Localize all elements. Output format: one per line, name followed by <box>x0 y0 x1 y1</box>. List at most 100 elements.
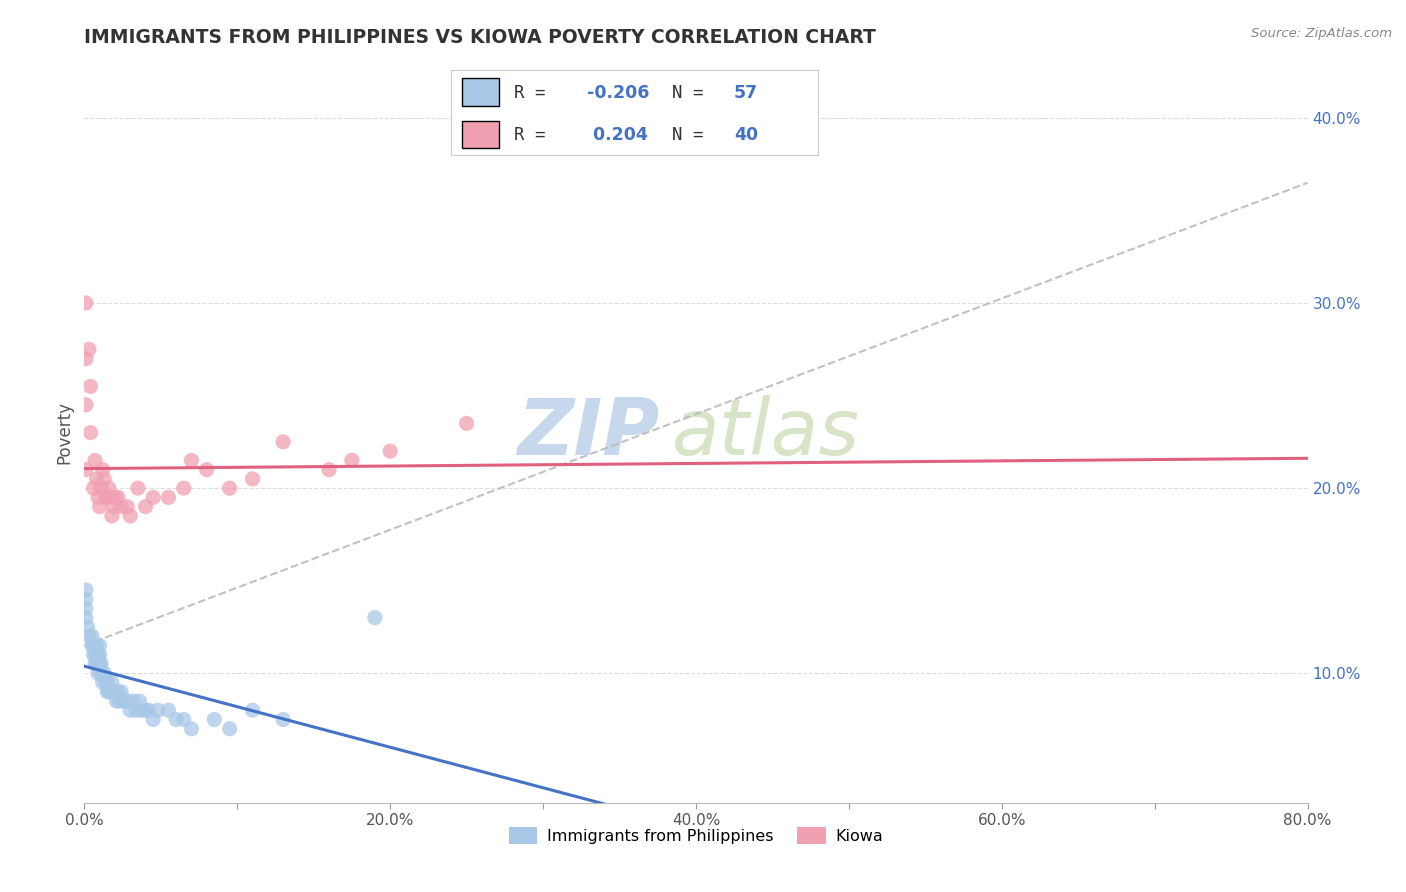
Point <box>87 491 110 505</box>
Point <box>135 500 157 514</box>
Point <box>98 491 121 505</box>
Point <box>79 379 101 393</box>
Point <box>89 648 111 662</box>
Text: atlas: atlas <box>672 394 859 471</box>
Point <box>86 648 108 662</box>
Point <box>94 675 117 690</box>
Point <box>97 685 120 699</box>
Point <box>125 703 148 717</box>
Point <box>90 481 112 495</box>
Point <box>86 657 108 671</box>
Point <box>83 639 105 653</box>
Point <box>96 675 118 690</box>
Point <box>77 629 100 643</box>
Point <box>101 508 124 523</box>
Point <box>83 648 105 662</box>
Point <box>364 610 387 624</box>
Point <box>101 675 124 690</box>
Point <box>86 472 108 486</box>
Point <box>84 648 107 662</box>
Point <box>173 481 195 495</box>
Point <box>94 491 117 505</box>
Point <box>89 657 111 671</box>
Point <box>242 703 264 717</box>
Point <box>89 639 111 653</box>
Point <box>75 398 97 412</box>
Point <box>75 462 97 476</box>
Point <box>120 703 142 717</box>
Point <box>75 610 97 624</box>
Point <box>131 703 153 717</box>
Point <box>83 481 105 495</box>
Point <box>93 472 115 486</box>
Point <box>91 675 114 690</box>
Point <box>89 500 111 514</box>
Y-axis label: Poverty: Poverty <box>55 401 73 464</box>
Point <box>456 417 478 431</box>
Point <box>87 666 110 681</box>
Point <box>242 472 264 486</box>
Point <box>87 648 110 662</box>
Point <box>80 639 103 653</box>
Point <box>180 453 202 467</box>
Point <box>96 685 118 699</box>
Point <box>218 481 240 495</box>
Point <box>120 508 142 523</box>
Point <box>115 694 138 708</box>
Point <box>104 685 127 699</box>
Point <box>103 685 125 699</box>
Point <box>380 444 402 458</box>
Point <box>75 601 97 615</box>
Point <box>142 713 165 727</box>
Point <box>173 713 195 727</box>
Text: ZIP: ZIP <box>517 394 659 471</box>
Point <box>202 713 225 727</box>
Point <box>75 582 97 597</box>
Point <box>77 343 100 357</box>
Point <box>103 500 125 514</box>
Point <box>108 694 131 708</box>
Point <box>318 462 340 476</box>
Point <box>122 694 145 708</box>
Point <box>115 500 138 514</box>
Point <box>157 703 180 717</box>
Point <box>271 713 294 727</box>
Point <box>127 481 149 495</box>
Text: IMMIGRANTS FROM PHILIPPINES VS KIOWA POVERTY CORRELATION CHART: IMMIGRANTS FROM PHILIPPINES VS KIOWA POV… <box>84 28 876 47</box>
Point <box>93 666 115 681</box>
Point <box>135 703 157 717</box>
Point <box>75 351 97 366</box>
Point <box>104 491 127 505</box>
Point <box>107 685 129 699</box>
Point <box>340 453 363 467</box>
Point <box>146 703 169 717</box>
Point <box>75 296 97 310</box>
Point <box>128 694 150 708</box>
Point <box>87 657 110 671</box>
Point <box>111 694 134 708</box>
Point <box>180 722 202 736</box>
Text: Source: ZipAtlas.com: Source: ZipAtlas.com <box>1251 27 1392 40</box>
Point <box>84 453 107 467</box>
Point <box>96 491 118 505</box>
Point <box>157 491 180 505</box>
Point <box>110 685 132 699</box>
Point <box>86 639 108 653</box>
Point <box>110 500 132 514</box>
Point <box>107 491 129 505</box>
Point <box>165 713 187 727</box>
Point <box>138 703 160 717</box>
Legend: Immigrants from Philippines, Kiowa: Immigrants from Philippines, Kiowa <box>502 821 890 850</box>
Point <box>90 657 112 671</box>
Point <box>76 620 98 634</box>
Point <box>195 462 218 476</box>
Point <box>75 592 97 607</box>
Point <box>142 491 165 505</box>
Point <box>84 657 107 671</box>
Point <box>79 425 101 440</box>
Point <box>80 629 103 643</box>
Point <box>105 694 128 708</box>
Point <box>98 685 121 699</box>
Point <box>218 722 240 736</box>
Point <box>97 481 120 495</box>
